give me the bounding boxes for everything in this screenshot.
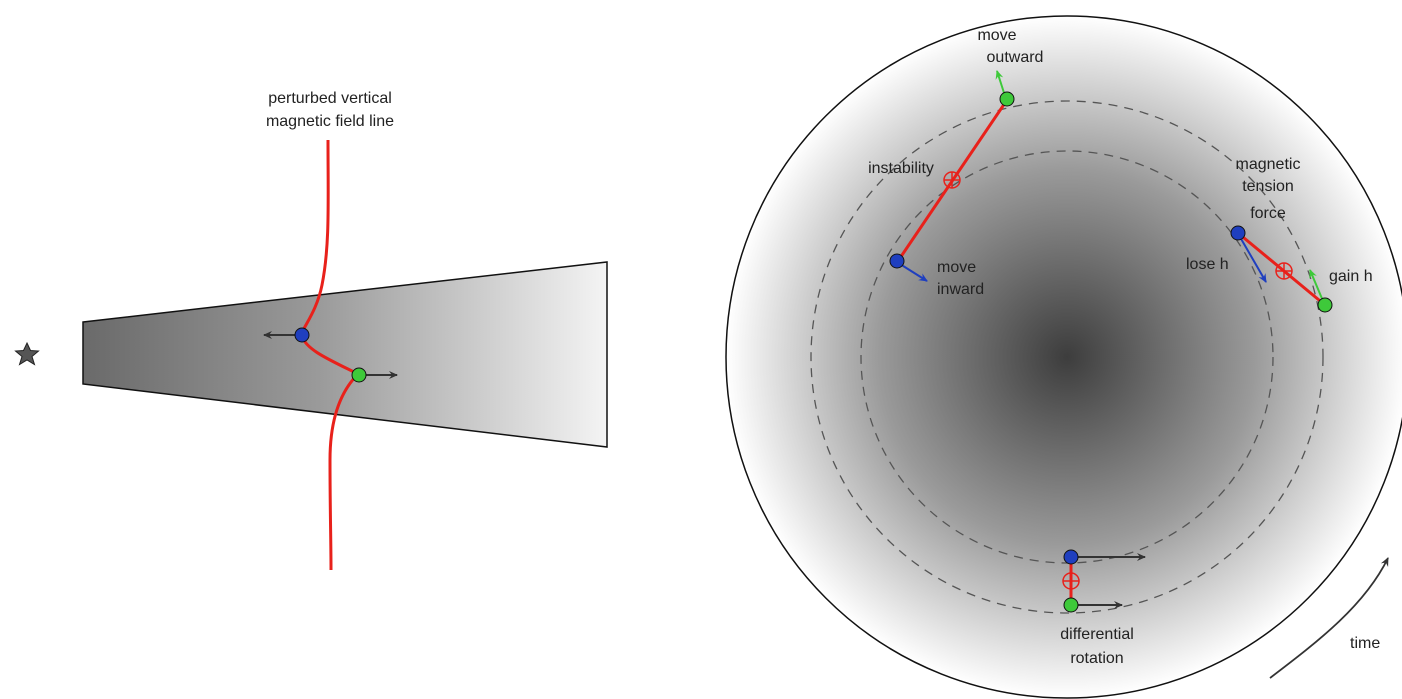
tension-label-3: force bbox=[1250, 205, 1286, 222]
outer-orbit bbox=[810, 100, 1324, 614]
tether-tension bbox=[1237, 231, 1326, 307]
gain-h-label: gain h bbox=[1329, 268, 1373, 285]
spring-symbol-differential bbox=[1062, 572, 1080, 590]
gain-h-arrow bbox=[1309, 269, 1324, 302]
left-panel: perturbed vertical magnetic field line bbox=[14, 90, 608, 571]
star-icon bbox=[14, 341, 40, 366]
time-label: time bbox=[1350, 635, 1380, 652]
move-outward-label-2: outward bbox=[987, 49, 1044, 66]
disc-face bbox=[725, 15, 1402, 699]
inner-particle-bottom bbox=[1063, 549, 1079, 565]
differential-label-1: differential bbox=[1060, 626, 1134, 643]
move-inward-label-1: move bbox=[937, 259, 976, 276]
inward-arrow-top bbox=[899, 263, 928, 282]
move-inward-label-2: inward bbox=[937, 281, 984, 298]
outer-particle-top bbox=[999, 91, 1015, 107]
outward-arrow-top bbox=[995, 70, 1006, 97]
field-line-label-2: magnetic field line bbox=[266, 113, 394, 130]
inner-particle-right bbox=[1230, 225, 1246, 241]
differential-label-2: rotation bbox=[1070, 650, 1123, 667]
inner-particle-left bbox=[294, 327, 310, 343]
lose-h-label: lose h bbox=[1186, 256, 1229, 273]
lose-h-arrow bbox=[1239, 236, 1267, 283]
spring-symbol-instability bbox=[943, 171, 961, 189]
inner-particle-top bbox=[889, 253, 905, 269]
time-arrow bbox=[1269, 557, 1389, 679]
outer-particle-right bbox=[1317, 297, 1333, 313]
instability-label: instability bbox=[868, 160, 934, 177]
perturbed-field-line bbox=[300, 139, 361, 571]
spring-symbol-tension bbox=[1275, 262, 1293, 280]
move-outward-label-1: move bbox=[977, 27, 1016, 44]
outer-particle-bottom bbox=[1063, 597, 1079, 613]
field-line-label-1: perturbed vertical bbox=[268, 90, 392, 107]
outer-particle-left bbox=[351, 367, 367, 383]
tension-label-2: tension bbox=[1242, 178, 1294, 195]
disk-wedge bbox=[82, 261, 608, 448]
tension-label-1: magnetic bbox=[1236, 156, 1301, 173]
right-panel: move outward instability move inward mag… bbox=[725, 15, 1402, 699]
